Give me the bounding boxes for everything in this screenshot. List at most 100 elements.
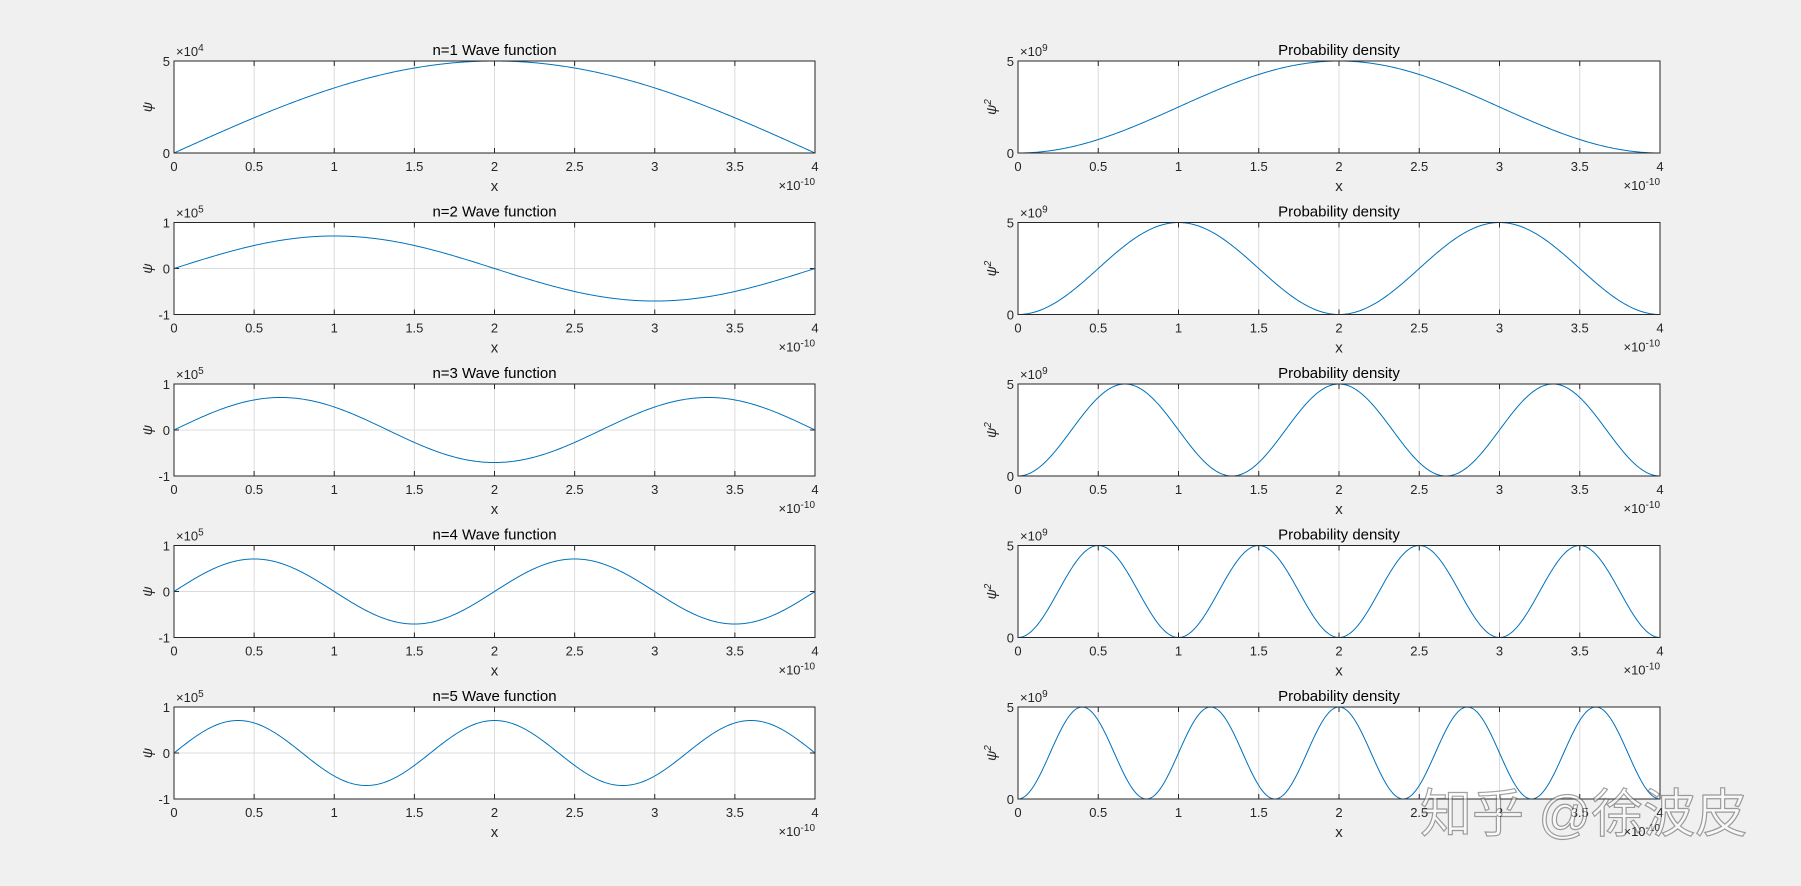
x-tick-label: 0 <box>1014 805 1021 820</box>
y-tick-label: 0 <box>163 146 170 161</box>
x-exponent-label: ×10-10 <box>778 500 815 517</box>
y-tick-label: 0 <box>163 423 170 438</box>
series-line <box>173 235 816 302</box>
x-tick-label: 0.5 <box>1089 644 1107 659</box>
x-axis-label: x <box>1335 824 1343 841</box>
x-tick-label: 0.5 <box>245 644 263 659</box>
x-tick-label: 3 <box>651 805 658 820</box>
y-tick-label: 0 <box>1007 792 1014 807</box>
x-tick-label: 1 <box>1175 644 1182 659</box>
x-axis-label: x <box>491 501 499 518</box>
x-tick-label: 2 <box>1335 644 1342 659</box>
x-tick-label: 0 <box>1014 644 1021 659</box>
x-tick-label: 0 <box>170 321 177 336</box>
y-tick-label: -1 <box>158 469 170 484</box>
x-tick-label: 2 <box>491 321 498 336</box>
y-axis-label: ψ <box>139 586 155 596</box>
x-tick-label: 1.5 <box>405 644 423 659</box>
y-exponent-label: ×104 <box>176 43 204 60</box>
y-tick-label: 5 <box>1007 216 1014 231</box>
x-tick-label: 0.5 <box>1089 805 1107 820</box>
x-tick-label: 1 <box>1175 805 1182 820</box>
series-line <box>173 558 816 625</box>
x-tick-label: 2 <box>491 482 498 497</box>
x-tick-label: 2 <box>1335 321 1342 336</box>
subplot-10-axes-box <box>1017 706 1661 800</box>
x-tick-label: 4 <box>1656 321 1663 336</box>
y-tick-label: 0 <box>1007 469 1014 484</box>
y-exponent-label: ×109 <box>1020 204 1048 221</box>
subplot-title: n=3 Wave function <box>432 365 556 382</box>
subplot-title: n=2 Wave function <box>432 204 556 221</box>
x-tick-label: 3.5 <box>726 644 744 659</box>
series-line <box>173 719 816 787</box>
y-tick-label: 1 <box>163 377 170 392</box>
subplot-title: Probability density <box>1278 365 1400 382</box>
y-tick-label: 0 <box>1007 308 1014 323</box>
x-tick-label: 2.5 <box>1410 644 1428 659</box>
y-tick-label: -1 <box>158 631 170 646</box>
x-tick-label: 0.5 <box>1089 159 1107 174</box>
x-tick-label: 3 <box>1496 321 1503 336</box>
x-tick-label: 3.5 <box>1571 644 1589 659</box>
subplot-4-axes-box <box>1017 222 1661 315</box>
subplot-1: 0 0.5 1 1.5 2 2.5 3 3.5 4 0 5 n=1 Wave function x ψ ×1… <box>139 42 819 195</box>
x-tick-label: 2 <box>1335 159 1342 174</box>
x-tick-label: 2.5 <box>566 159 584 174</box>
y-exponent-label: ×109 <box>1020 527 1048 544</box>
x-tick-label: 2.5 <box>1410 321 1428 336</box>
x-tick-label: 3 <box>1496 482 1503 497</box>
y-tick-label: -1 <box>158 792 170 807</box>
x-exponent-label: ×10-10 <box>1623 823 1660 840</box>
x-tick-label: 1 <box>331 805 338 820</box>
x-tick-label: 0 <box>170 805 177 820</box>
x-axis-label: x <box>1335 340 1343 357</box>
x-tick-label: 1.5 <box>405 321 423 336</box>
x-tick-label: 2 <box>491 805 498 820</box>
y-tick-label: -1 <box>158 308 170 323</box>
x-tick-label: 4 <box>811 321 818 336</box>
y-tick-label: 5 <box>163 54 170 69</box>
y-axis-label: ψ2 <box>983 745 1000 761</box>
x-exponent-label: ×10-10 <box>1623 177 1660 194</box>
subplot-8-axes-box <box>1017 545 1661 638</box>
subplot-title: n=4 Wave function <box>432 527 556 544</box>
x-tick-label: 2.5 <box>1410 805 1428 820</box>
x-tick-label: 0.5 <box>245 482 263 497</box>
x-tick-label: 3.5 <box>1571 321 1589 336</box>
subplot-8: 0 0.5 1 1.5 2 2.5 3 3.5 4 0 5 Probability density x ψ… <box>983 527 1664 680</box>
y-tick-label: 5 <box>1007 539 1014 554</box>
x-tick-label: 1.5 <box>1250 805 1268 820</box>
y-axis-label: ψ2 <box>983 422 1000 438</box>
y-axis-label: ψ <box>139 263 155 273</box>
x-tick-label: 3 <box>1496 644 1503 659</box>
x-tick-label: 4 <box>1656 644 1663 659</box>
x-tick-label: 4 <box>811 805 818 820</box>
x-exponent-label: ×10-10 <box>1623 661 1660 678</box>
x-tick-label: 3.5 <box>1571 159 1589 174</box>
x-tick-label: 0.5 <box>245 805 263 820</box>
x-tick-label: 3 <box>651 644 658 659</box>
x-tick-label: 4 <box>1656 482 1663 497</box>
y-tick-label: 5 <box>1007 54 1014 69</box>
subplot-4: 0 0.5 1 1.5 2 2.5 3 3.5 4 0 5 Probability density x ψ… <box>983 204 1664 357</box>
subplot-title: Probability density <box>1278 204 1400 221</box>
x-tick-label: 1.5 <box>405 482 423 497</box>
subplot-6: 0 0.5 1 1.5 2 2.5 3 3.5 4 0 5 Probability density x ψ… <box>983 365 1664 518</box>
x-tick-label: 1.5 <box>1250 321 1268 336</box>
x-exponent-label: ×10-10 <box>1623 338 1660 355</box>
x-axis-label: x <box>1335 178 1343 195</box>
subplot-title: Probability density <box>1278 527 1400 544</box>
y-tick-label: 1 <box>163 539 170 554</box>
x-tick-label: 0 <box>170 644 177 659</box>
subplot-title: n=5 Wave function <box>432 688 556 705</box>
x-tick-label: 1 <box>1175 482 1182 497</box>
x-tick-label: 1.5 <box>405 805 423 820</box>
subplot-2: 0 0.5 1 1.5 2 2.5 3 3.5 4 0 5 Probability density x ψ… <box>983 42 1664 195</box>
x-tick-label: 2.5 <box>566 321 584 336</box>
x-exponent-label: ×10-10 <box>778 177 815 194</box>
subplot-title: Probability density <box>1278 688 1400 705</box>
